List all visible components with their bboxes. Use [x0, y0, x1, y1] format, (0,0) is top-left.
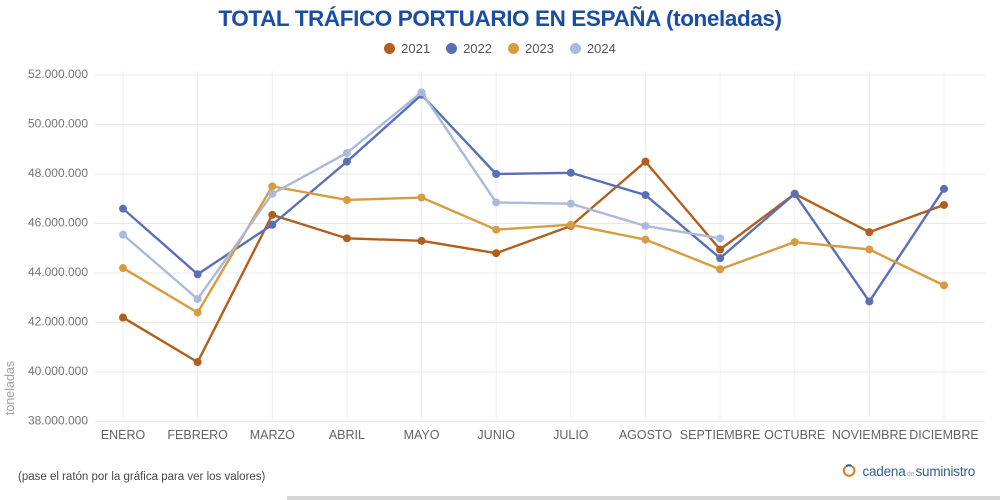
data-point-2021[interactable] [492, 249, 501, 258]
data-point-2022[interactable] [716, 254, 725, 263]
data-point-2023[interactable] [566, 220, 575, 229]
y-axis-tick: 44.000.000 [28, 265, 88, 279]
data-point-2022[interactable] [865, 297, 874, 306]
y-axis-title: toneladas [3, 361, 17, 415]
brand-name: cadenadesuministro [862, 464, 975, 479]
data-point-2023[interactable] [865, 245, 874, 254]
legend-label: 2023 [525, 41, 554, 56]
brand-logo[interactable]: cadenadesuministro [841, 463, 975, 479]
legend-swatch-icon [508, 43, 519, 54]
x-axis-label: JULIO [553, 428, 589, 442]
hover-hint: (pase el ratón por la gráfica para ver l… [18, 471, 266, 483]
legend-item-2024[interactable]: 2024 [569, 41, 616, 56]
data-point-2023[interactable] [342, 195, 351, 204]
x-axis-label: MAYO [404, 428, 440, 442]
data-point-2023[interactable] [417, 193, 426, 202]
series-line-2021 [121, 160, 946, 364]
brand-word-cadena: cadena [862, 463, 906, 479]
data-point-2023[interactable] [193, 308, 202, 317]
data-point-2021[interactable] [865, 228, 874, 237]
x-axis-label: ENERO [101, 428, 146, 442]
series-line-2023 [121, 185, 946, 314]
y-axis-tick: 50.000.000 [28, 117, 88, 131]
y-axis-tick: 40.000.000 [28, 364, 88, 378]
data-point-2024[interactable] [716, 234, 725, 243]
legend-item-2023[interactable]: 2023 [508, 41, 554, 56]
data-point-2024[interactable] [342, 148, 351, 157]
legend-swatch-icon [384, 43, 396, 54]
data-point-2022[interactable] [342, 157, 351, 166]
chart-title: TOTAL TRÁFICO PORTUARIO EN ESPAÑA (tonel… [218, 6, 782, 31]
data-point-2021[interactable] [342, 234, 351, 243]
y-axis-tick: 38.000.000 [28, 414, 88, 428]
y-axis-tick: 52.000.000 [28, 67, 88, 81]
x-axis-label: OCTUBRE [764, 428, 825, 442]
brand-circle-icon [843, 464, 856, 477]
data-point-2022[interactable] [268, 220, 277, 229]
legend: 2021 2022 2023 2024 [0, 41, 1000, 56]
data-point-2021[interactable] [268, 210, 277, 219]
legend-item-2022[interactable]: 2022 [446, 41, 492, 56]
data-point-2021[interactable] [119, 313, 127, 322]
data-point-2024[interactable] [641, 221, 650, 230]
x-axis-label: DICIEMBRE [909, 428, 978, 442]
data-point-2021[interactable] [641, 157, 650, 166]
data-point-2023[interactable] [492, 225, 501, 234]
brand-word-suministro: suministro [915, 463, 975, 479]
data-point-2021[interactable] [940, 200, 948, 209]
data-point-2023[interactable] [641, 235, 650, 244]
data-point-2024[interactable] [119, 230, 127, 239]
series-line-2022 [121, 93, 946, 303]
data-point-2024[interactable] [492, 198, 501, 207]
legend-label: 2021 [401, 41, 431, 56]
legend-swatch-icon [569, 43, 581, 54]
legend-swatch-icon [446, 43, 458, 54]
data-point-2023[interactable] [119, 264, 127, 273]
x-axis-label: SEPTIEMBRE [680, 428, 761, 442]
x-axis-label: MARZO [250, 428, 295, 442]
data-point-2023[interactable] [268, 182, 277, 191]
data-point-2022[interactable] [119, 204, 127, 213]
data-point-2022[interactable] [641, 191, 650, 200]
y-axis-tick: 42.000.000 [28, 315, 88, 329]
horizontal-scrollbar[interactable] [287, 496, 1000, 500]
data-point-2024[interactable] [566, 199, 575, 208]
x-axis-label: NOVIEMBRE [832, 428, 907, 442]
data-point-2024[interactable] [417, 88, 426, 97]
data-point-2022[interactable] [790, 189, 799, 198]
x-axis-label: ABRIL [329, 428, 365, 442]
data-point-2022[interactable] [566, 168, 575, 177]
brand-word-de: de [906, 468, 915, 478]
legend-label: 2022 [463, 41, 492, 56]
legend-item-2021[interactable]: 2021 [384, 41, 430, 56]
data-point-2023[interactable] [790, 238, 799, 247]
data-point-2021[interactable] [193, 358, 202, 367]
data-point-2023[interactable] [940, 281, 948, 290]
y-axis-tick: 46.000.000 [28, 216, 88, 230]
data-point-2021[interactable] [417, 236, 426, 245]
data-point-2022[interactable] [193, 270, 202, 279]
x-axis-label: AGOSTO [619, 428, 673, 442]
legend-label: 2024 [586, 41, 616, 56]
data-point-2022[interactable] [940, 184, 948, 193]
y-axis-tick: 48.000.000 [28, 166, 88, 180]
data-point-2024[interactable] [268, 189, 277, 198]
data-point-2024[interactable] [193, 294, 202, 303]
x-axis-label: JUNIO [477, 428, 515, 442]
x-axis-label: FEBRERO [167, 428, 228, 442]
data-point-2023[interactable] [716, 265, 725, 274]
data-point-2021[interactable] [716, 245, 725, 254]
data-point-2022[interactable] [492, 170, 501, 178]
